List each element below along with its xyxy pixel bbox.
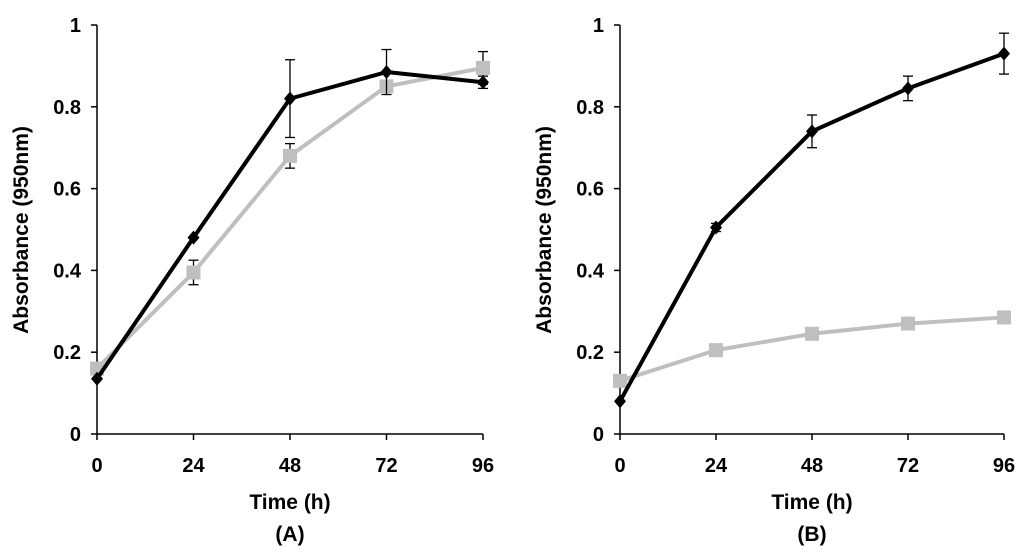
y-tick-label: 0.2 (53, 342, 81, 364)
data-point-diamond (710, 220, 722, 235)
data-point-diamond (902, 81, 914, 96)
chart-panel-a: 0 0.2 0.4 0.6 0.8 1 0 24 48 72 96 Time (h) (A) Absorb… (10, 15, 494, 546)
y-tick-label: 0.2 (576, 342, 604, 364)
y-tick-label: 1 (593, 15, 604, 37)
data-point-diamond (380, 65, 393, 80)
x-tick-label: 0 (614, 455, 625, 477)
panel-label: (B) (797, 523, 826, 546)
data-point-square (805, 326, 819, 341)
data-point-square (613, 373, 627, 388)
x-tick-label: 96 (993, 455, 1015, 477)
series-gray-square (613, 310, 1011, 388)
y-axis-label: Absorbance (950nm) (533, 126, 556, 334)
y-tick-label: 0 (593, 424, 604, 446)
x-tick-label: 48 (279, 455, 301, 477)
data-point-square (901, 316, 915, 331)
y-axis-label: Absorbance (950nm) (10, 126, 33, 334)
data-point-diamond (614, 394, 626, 409)
y-tick-label: 0.8 (576, 97, 604, 119)
data-point-diamond (806, 124, 818, 139)
chart-panel-b: 0 0.2 0.4 0.6 0.8 1 0 24 48 72 96 Time (h) (B) Absorb… (533, 15, 1015, 546)
y-tick-label: 0.6 (576, 179, 604, 201)
data-point-diamond (477, 75, 489, 90)
x-tick-label: 96 (472, 455, 494, 477)
data-point-diamond (998, 46, 1010, 61)
series-black-diamond (614, 32, 1010, 409)
data-point-diamond (187, 230, 200, 245)
x-tick-label: 48 (801, 455, 823, 477)
series-black-diamond (91, 48, 489, 386)
y-tick-label: 0.6 (53, 179, 81, 201)
x-tick-label: 24 (705, 455, 728, 477)
panel-label: (A) (275, 523, 304, 546)
data-point-diamond (91, 371, 103, 386)
x-axis-label: Time (h) (249, 491, 330, 514)
x-tick-label: 0 (91, 455, 102, 477)
data-point-square (709, 343, 723, 358)
y-tick-label: 0.4 (53, 260, 82, 282)
x-axis-label: Time (h) (771, 491, 852, 514)
x-tick-label: 24 (182, 455, 205, 477)
y-tick-label: 0.8 (53, 97, 81, 119)
y-tick-label: 1 (70, 15, 81, 37)
data-point-square (283, 148, 297, 163)
data-point-square (997, 310, 1011, 325)
data-point-diamond (284, 91, 296, 106)
x-tick-label: 72 (375, 455, 397, 477)
data-point-square (476, 60, 490, 75)
y-tick-label: 0.4 (576, 260, 605, 282)
x-tick-label: 72 (897, 455, 919, 477)
series-line (618, 51, 1005, 403)
data-point-square (186, 265, 201, 280)
y-tick-label: 0 (70, 424, 81, 446)
